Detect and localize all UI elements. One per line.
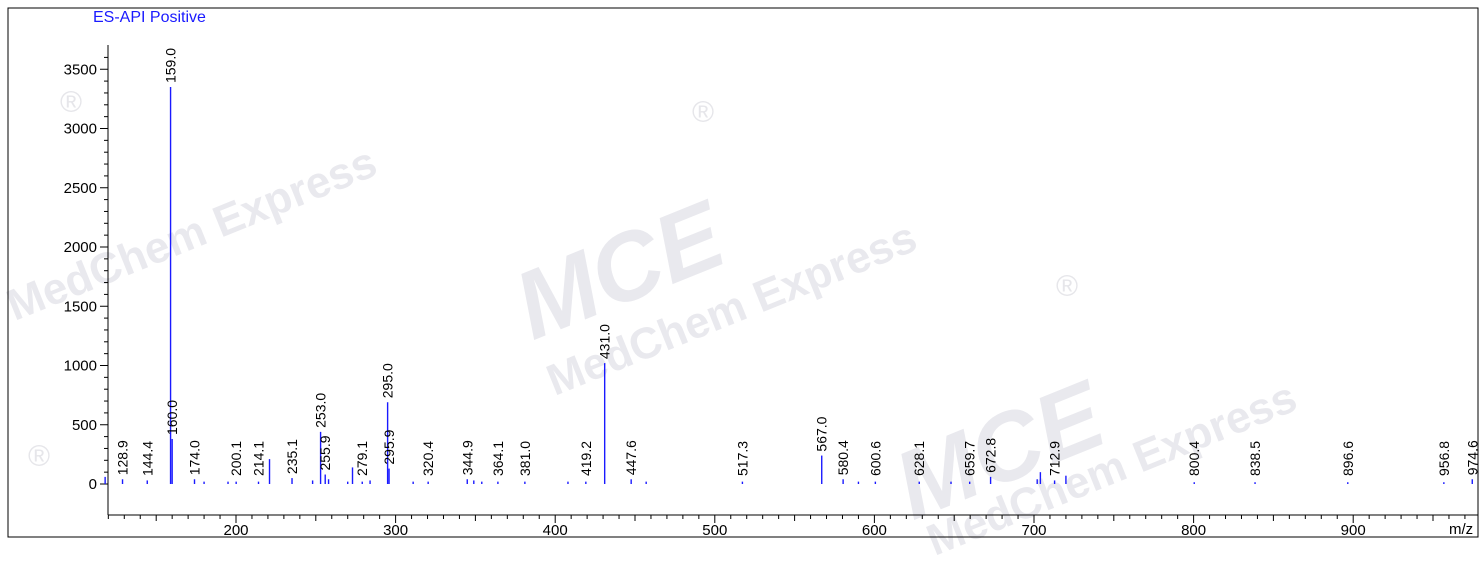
plot-border bbox=[7, 7, 1479, 538]
x-tick-label: 500 bbox=[702, 522, 727, 538]
chart-title: ES-API Positive bbox=[93, 9, 206, 26]
peak-label: 447.6 bbox=[623, 440, 639, 475]
peaks bbox=[104, 87, 1473, 484]
x-tick-label: 200 bbox=[223, 522, 248, 538]
axes: 0 500 1000 1500 2000 2500 3000 3500 200 300 400 500… bbox=[64, 45, 1478, 538]
peak-label: 628.1 bbox=[911, 441, 927, 476]
peak-label: 956.8 bbox=[1436, 441, 1452, 476]
y-tick-label: 2000 bbox=[64, 239, 97, 256]
spectrum-chart: 0 500 1000 1500 2000 2500 3000 3500 200 300 400 500… bbox=[7, 7, 1479, 538]
peak-label: 364.1 bbox=[490, 441, 506, 476]
peak-label: 672.8 bbox=[983, 438, 999, 473]
x-tick-label: 900 bbox=[1341, 522, 1366, 538]
peak-label: 800.4 bbox=[1186, 441, 1202, 476]
peak-label: 144.4 bbox=[139, 441, 155, 476]
peak-label: 253.0 bbox=[313, 393, 329, 428]
y-tick-label: 0 bbox=[89, 476, 97, 493]
y-tick-label: 500 bbox=[72, 417, 97, 434]
x-tick-label: 400 bbox=[543, 522, 568, 538]
y-tick-label: 1500 bbox=[64, 298, 97, 315]
peak-label: 580.4 bbox=[835, 440, 851, 475]
y-tick-label: 1000 bbox=[64, 358, 97, 375]
peak-label: 896.6 bbox=[1340, 441, 1356, 476]
y-tick-label: 2500 bbox=[64, 180, 97, 197]
peak-label: 659.7 bbox=[962, 441, 978, 476]
peak-label: 255.9 bbox=[317, 435, 333, 470]
peak-label: 214.1 bbox=[251, 441, 267, 476]
peak-label: 600.6 bbox=[867, 441, 883, 476]
peak-label: 974.6 bbox=[1464, 440, 1479, 475]
peak-label: 200.1 bbox=[228, 441, 244, 476]
x-tick-label: 300 bbox=[383, 522, 408, 538]
peak-label: 381.0 bbox=[517, 441, 533, 476]
peak-label: 159.0 bbox=[163, 48, 179, 83]
peak-label: 295.0 bbox=[380, 363, 396, 398]
y-tick-label: 3500 bbox=[64, 61, 97, 78]
x-tick-label: 700 bbox=[1021, 522, 1046, 538]
peak-label: 838.5 bbox=[1247, 441, 1263, 476]
peak-label: 712.9 bbox=[1047, 441, 1063, 476]
x-tick-label: 600 bbox=[862, 522, 887, 538]
peak-label: 320.4 bbox=[420, 441, 436, 476]
peak-label: 431.0 bbox=[597, 324, 613, 359]
peak-label: 174.0 bbox=[187, 440, 203, 475]
peak-label: 419.2 bbox=[578, 441, 594, 476]
y-tick-label: 3000 bbox=[64, 121, 97, 138]
peak-labels: 128.9 144.4 159.0 160.0 174.0 200.1 214.1 235.1… bbox=[115, 48, 1479, 476]
peak-label: 344.9 bbox=[459, 440, 475, 475]
peak-label: 235.1 bbox=[284, 439, 300, 474]
peak-label: 295.9 bbox=[381, 429, 397, 464]
peak-label: 160.0 bbox=[164, 400, 180, 435]
peak-label: 517.3 bbox=[734, 441, 750, 476]
peak-label: 279.1 bbox=[354, 441, 370, 476]
x-tick-label: 800 bbox=[1181, 522, 1206, 538]
peak-label: 128.9 bbox=[115, 440, 131, 475]
x-axis-label: m/z bbox=[1449, 521, 1473, 538]
peak-label: 567.0 bbox=[814, 416, 830, 451]
